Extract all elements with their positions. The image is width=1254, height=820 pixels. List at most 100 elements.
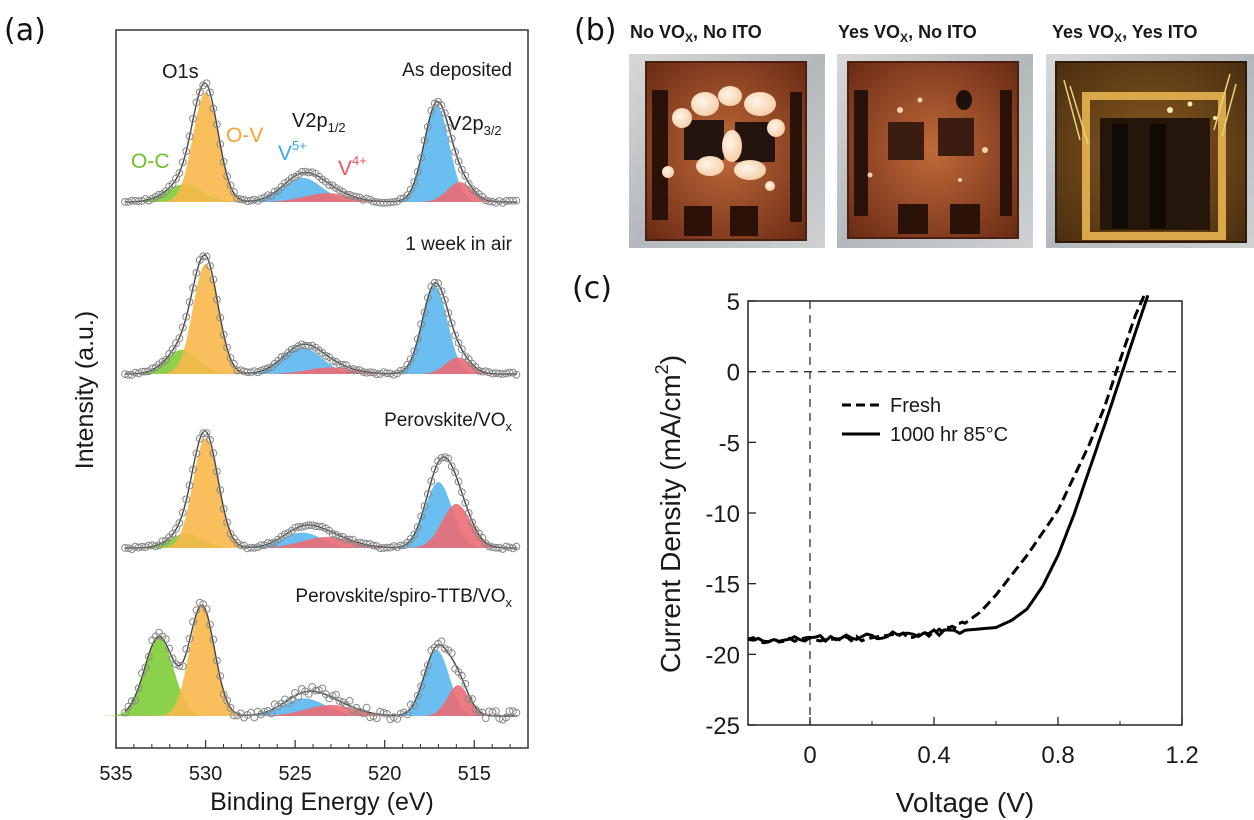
xps-data-point — [417, 512, 426, 521]
xps-data-point — [124, 702, 133, 711]
xps-data-point — [185, 132, 194, 141]
xps-peak-v5plus — [218, 698, 391, 716]
xps-data-point — [461, 171, 470, 180]
xps-data-point — [458, 671, 466, 680]
xps-data-point — [195, 88, 204, 97]
xps-data-point — [189, 465, 197, 474]
xps-data-point — [236, 541, 245, 549]
xps-data-point — [321, 351, 330, 360]
xps-data-point — [185, 298, 194, 306]
jv-curve-1000hr — [747, 294, 1150, 644]
xps-data-point — [121, 708, 129, 717]
xps-x-axis-ticks: 535 530 525 520 515 — [99, 740, 511, 785]
xps-data-point — [192, 269, 201, 277]
xps-data-point — [148, 364, 157, 373]
xps-data-point — [267, 539, 276, 548]
xps-data-point — [318, 684, 327, 693]
xps-peak-v4plus — [230, 705, 432, 716]
xps-data-point — [502, 713, 511, 722]
xps-data-point — [420, 669, 429, 677]
xps-data-point — [383, 710, 391, 718]
photo-title-2: Yes VOX, No ITO — [838, 22, 977, 45]
xps-data-point — [206, 620, 214, 629]
photo-yes-vox-yes-ito — [1046, 54, 1254, 248]
xps-data-point — [437, 101, 446, 110]
xps-data-point — [134, 684, 143, 693]
xps-data-point — [424, 293, 432, 302]
xps-data-point — [420, 308, 429, 317]
xps-data-point — [468, 518, 477, 527]
xps-data-point — [447, 649, 456, 658]
xps-data-point — [420, 136, 429, 145]
xps-spectrum-2: 1 week in air — [117, 234, 521, 379]
xps-data-point — [451, 331, 460, 340]
jv-y-tick-label: 5 — [727, 289, 740, 316]
xps-data-point — [287, 345, 296, 354]
xps-data-point — [134, 197, 143, 206]
xps-data-point — [216, 313, 225, 322]
xps-data-point — [175, 661, 184, 670]
jv-y-tick-label: -5 — [719, 430, 740, 457]
xps-data-point — [420, 502, 429, 511]
peak-label-v2p32: V2p3/2 — [448, 113, 502, 138]
legend-label-1000hr: 1000 hr 85°C — [890, 424, 1008, 446]
peak-label-v4: V4+ — [338, 153, 367, 180]
xps-data-point — [376, 707, 385, 716]
xps-data-point — [182, 495, 191, 504]
xps-data-point — [213, 295, 221, 304]
xps-data-point — [345, 697, 354, 705]
photo-yes-vox-no-ito — [837, 54, 1033, 248]
xps-data-point — [226, 703, 235, 712]
xps-data-point — [424, 122, 432, 131]
peak-label-v2p12: V2p1/2 — [292, 110, 346, 135]
xps-data-point — [396, 195, 405, 203]
xps-data-point — [447, 134, 456, 143]
xps-data-point — [172, 174, 180, 183]
xps-data-point — [454, 477, 463, 486]
xps-data-point — [458, 488, 466, 497]
xps-data-point — [158, 537, 167, 546]
xps-data-point — [406, 355, 415, 363]
xps-envelope — [124, 254, 518, 375]
xps-peak-o-v — [155, 92, 256, 202]
xps-data-point — [185, 481, 194, 490]
xps-data-point — [410, 701, 419, 710]
xps-data-point — [250, 713, 259, 722]
xps-data-point — [325, 181, 334, 189]
xps-y-axis-label: Intensity (a.u.) — [71, 311, 99, 469]
xps-x-tick-label: 525 — [278, 763, 311, 785]
xps-data-point — [168, 654, 177, 663]
peak-label-o-c: O-C — [131, 150, 170, 173]
xps-data-point — [257, 194, 266, 203]
xps-data-point — [352, 192, 361, 201]
photo-title-1: No VOX, No ITO — [630, 22, 762, 45]
xps-data-point — [488, 708, 497, 717]
xps-peak-v4plus — [234, 193, 421, 202]
xps-data-point — [213, 120, 221, 129]
xps-data-point — [441, 453, 449, 462]
xps-data-point — [213, 467, 221, 476]
xps-peak-o-v — [151, 606, 253, 716]
xps-data-point — [413, 335, 422, 343]
xps-data-point — [175, 519, 184, 527]
xps-peak-v5plus — [223, 347, 382, 374]
xps-data-point — [502, 542, 511, 551]
xps-peak-v4plus — [399, 504, 514, 548]
jv-y-tick-label: -15 — [705, 572, 740, 599]
xps-data-point — [168, 530, 177, 538]
xps-data-point — [512, 196, 521, 205]
xps-peak-o-c — [101, 636, 217, 716]
xps-peak-v5plus — [386, 650, 487, 716]
xps-data-point — [264, 364, 272, 373]
xps-data-point — [464, 695, 473, 703]
jv-y-axis-label: Current Density (mA/cm2) — [652, 355, 686, 673]
xps-data-point — [451, 148, 460, 156]
xps-peak-v5plus — [223, 177, 382, 202]
xps-data-point — [359, 709, 368, 718]
xps-data-point — [230, 711, 238, 720]
xps-data-point — [427, 106, 436, 115]
xps-data-point — [172, 524, 180, 533]
xps-spectrum-label: As deposited — [402, 60, 512, 81]
xps-data-point — [206, 88, 214, 97]
xps-data-point — [512, 542, 521, 551]
